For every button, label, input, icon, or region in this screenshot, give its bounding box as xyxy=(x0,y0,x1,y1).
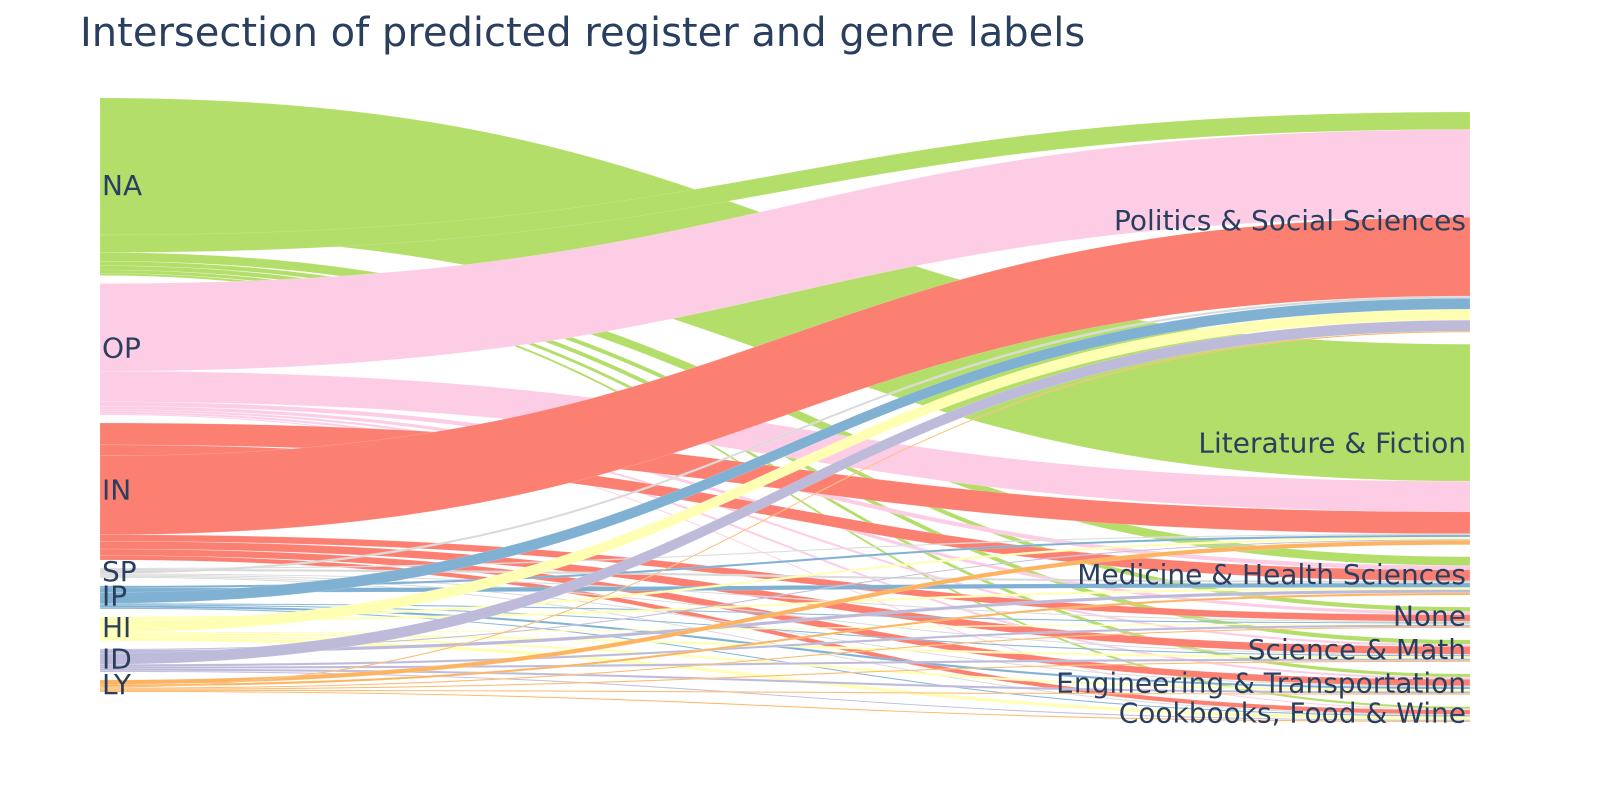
target-node-label-politics-and-social-sciences: Politics & Social Sciences xyxy=(1114,204,1466,237)
target-node-label-none: None xyxy=(1393,600,1466,633)
source-node-label-sp: SP xyxy=(102,555,137,588)
target-node-label-literature-and-fiction: Literature & Fiction xyxy=(1198,426,1466,459)
chart-title: Intersection of predicted register and g… xyxy=(80,10,1086,56)
flow-hi-to-literature-and-fiction[interactable] xyxy=(99,536,1471,620)
flow-ly-to-literature-and-fiction[interactable] xyxy=(99,540,1471,685)
source-node-label-na: NA xyxy=(102,169,142,202)
flow-ip-to-engineering-and-transportation[interactable] xyxy=(99,605,1471,690)
sankey-links xyxy=(99,97,1471,723)
source-node-label-hi: HI xyxy=(102,611,131,644)
flow-in-to-politics-and-social-sciences[interactable] xyxy=(99,216,1471,535)
flow-op-to-politics-and-social-sciences[interactable] xyxy=(99,129,1471,372)
target-node-label-cookbooks-food-and-wine: Cookbooks, Food & Wine xyxy=(1119,696,1466,729)
flow-ly-to-none[interactable] xyxy=(99,626,1471,689)
target-node-label-engineering-and-transportation: Engineering & Transportation xyxy=(1056,666,1466,699)
source-node-label-in: IN xyxy=(102,473,131,506)
target-node-label-science-and-math: Science & Math xyxy=(1248,633,1466,666)
flow-hi-to-politics-and-social-sciences[interactable] xyxy=(99,309,1471,633)
flow-ly-to-medicine-and-health-sciences[interactable] xyxy=(99,592,1471,687)
flow-ip-to-politics-and-social-sciences[interactable] xyxy=(99,298,1471,604)
source-node-label-ip: IP xyxy=(102,579,127,612)
flow-ly-to-science-and-math[interactable] xyxy=(99,660,1471,691)
source-node-label-op: OP xyxy=(102,331,141,364)
flow-id-to-engineering-and-transportation[interactable] xyxy=(99,668,1471,694)
source-node-label-id: ID xyxy=(102,642,132,675)
flow-ly-to-politics-and-social-sciences[interactable] xyxy=(99,330,1471,688)
source-node-label-ly: LY xyxy=(102,668,132,701)
target-node-label-medicine-and-health-sciences: Medicine & Health Sciences xyxy=(1077,558,1466,591)
flow-hi-to-medicine-and-health-sciences[interactable] xyxy=(99,587,1471,622)
flow-ly-to-cookbooks-food-and-wine[interactable] xyxy=(99,690,1471,723)
